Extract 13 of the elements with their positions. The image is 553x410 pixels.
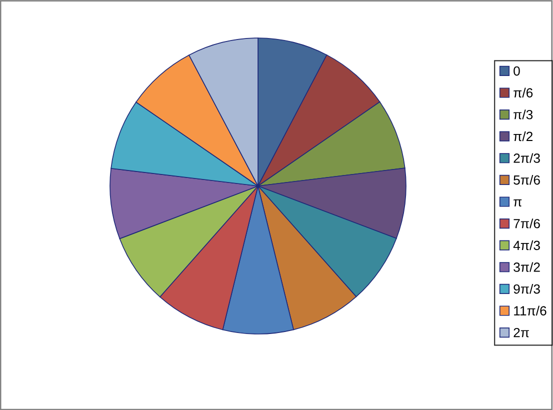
legend-label: 7π/6 (514, 218, 540, 228)
legend-label: 11π/6 (514, 306, 546, 316)
legend-label: 0 (514, 66, 520, 76)
legend-label: 4π/3 (513, 240, 540, 250)
legend-label: 5π/6 (514, 175, 540, 185)
legend-label: π (514, 199, 522, 206)
legend-label: 9π/3 (514, 284, 540, 294)
legend-label: π/2 (514, 131, 533, 142)
legend-label: π/3 (514, 110, 533, 120)
legend-label: π/6 (514, 88, 533, 98)
legend-label: 3π/2 (514, 262, 540, 272)
legend-label: 2π (514, 328, 529, 338)
legend-label: 2π/3 (514, 153, 540, 163)
